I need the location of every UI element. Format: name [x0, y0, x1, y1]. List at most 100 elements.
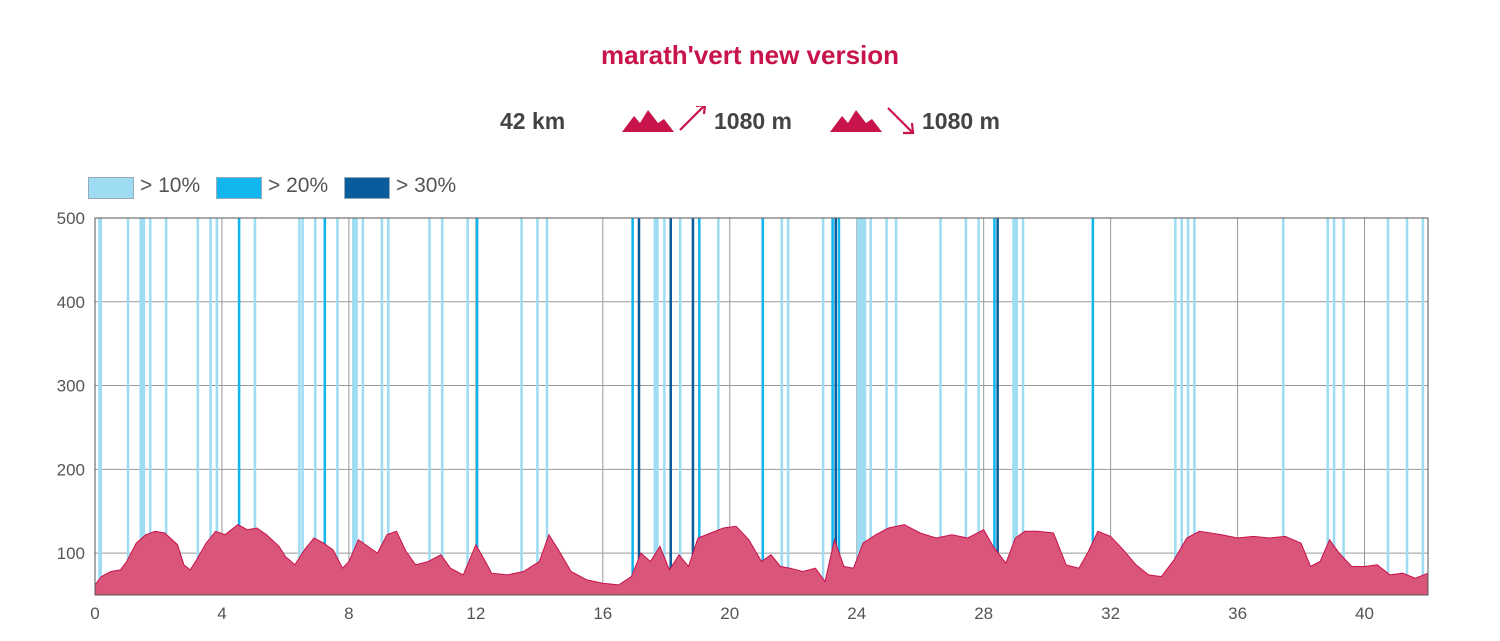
elevation-profile: [94, 524, 1429, 596]
slope-band[interactable]: [964, 218, 968, 595]
x-tick-label: 12: [466, 604, 485, 623]
slope-band[interactable]: [637, 218, 641, 595]
elevation-area[interactable]: [94, 524, 1429, 596]
slope-band[interactable]: [977, 218, 980, 595]
slope-band[interactable]: [545, 218, 549, 595]
slope-band[interactable]: [237, 218, 241, 595]
slope-band[interactable]: [831, 218, 834, 595]
slope-band[interactable]: [761, 218, 765, 595]
slope-band[interactable]: [653, 218, 659, 595]
route-stats: 42 km 1080 m 1080 m: [0, 106, 1500, 140]
slope-band[interactable]: [253, 218, 257, 595]
y-tick-label: 400: [57, 293, 85, 312]
ascent-value: 1080 m: [714, 108, 793, 134]
slope-band[interactable]: [885, 218, 888, 595]
x-tick-label: 28: [974, 604, 993, 623]
slope-band[interactable]: [520, 218, 523, 595]
slope-band[interactable]: [780, 218, 784, 595]
x-tick-label: 36: [1228, 604, 1247, 623]
slope-band[interactable]: [786, 218, 790, 595]
x-tick-label: 20: [720, 604, 739, 623]
slope-band[interactable]: [834, 218, 838, 595]
slope-band[interactable]: [1386, 218, 1390, 595]
legend-swatch-20: [216, 177, 262, 199]
y-tick-label: 300: [57, 377, 85, 396]
y-tick-label: 100: [57, 544, 85, 563]
slope-band[interactable]: [323, 218, 327, 595]
slope-band[interactable]: [691, 218, 695, 595]
slope-band[interactable]: [164, 218, 168, 595]
x-tick-label: 0: [90, 604, 99, 623]
slope-band[interactable]: [1342, 218, 1345, 595]
slope-band[interactable]: [1012, 218, 1018, 595]
slope-band[interactable]: [386, 218, 390, 595]
slope-band[interactable]: [209, 218, 212, 595]
slope-band[interactable]: [475, 218, 479, 595]
slope-band[interactable]: [698, 218, 701, 595]
legend-swatch-30: [344, 177, 390, 199]
slope-band[interactable]: [215, 218, 219, 595]
slope-band[interactable]: [380, 218, 384, 595]
slope-band[interactable]: [1091, 218, 1095, 595]
slope-band[interactable]: [466, 218, 469, 595]
legend-label-20: > 20%: [268, 174, 329, 197]
x-tick-label: 24: [847, 604, 866, 623]
x-tick-label: 8: [344, 604, 353, 623]
x-tick-label: 16: [593, 604, 612, 623]
y-tick-label: 200: [57, 460, 85, 479]
slope-band[interactable]: [336, 218, 339, 595]
slope-band[interactable]: [894, 218, 898, 595]
slope-band[interactable]: [536, 218, 539, 595]
chart-title: marath'vert new version: [600, 40, 900, 70]
slope-band[interactable]: [1405, 218, 1409, 595]
legend-label-30: > 30%: [396, 174, 457, 197]
plot-frame: [94, 217, 1429, 596]
slope-band[interactable]: [428, 218, 431, 595]
slope-band[interactable]: [1332, 218, 1336, 595]
mountain-up-icon: [622, 106, 706, 132]
slope-band[interactable]: [663, 218, 666, 595]
slope-band[interactable]: [837, 218, 841, 595]
slope-band[interactable]: [856, 218, 867, 595]
y-tick-label: 500: [57, 209, 85, 228]
slope-band[interactable]: [139, 218, 146, 595]
slope-band[interactable]: [1174, 218, 1177, 595]
descent-value: 1080 m: [922, 108, 1001, 134]
x-tick-label: 4: [217, 604, 226, 623]
chart-axes: 0 4 8 12 16 20 24 28 32 36 40 100 200 300 400 500: [57, 209, 1429, 623]
slope-band[interactable]: [352, 218, 358, 595]
slope-band[interactable]: [1326, 218, 1329, 595]
slope-band[interactable]: [678, 218, 682, 595]
slope-bands: [98, 218, 1425, 595]
slope-band[interactable]: [1186, 218, 1190, 595]
slope-band[interactable]: [440, 218, 444, 595]
slope-band[interactable]: [993, 218, 996, 595]
slope-band[interactable]: [869, 218, 872, 595]
slope-band[interactable]: [148, 218, 152, 595]
slope-band[interactable]: [313, 218, 317, 595]
slope-band[interactable]: [196, 218, 200, 595]
slope-band[interactable]: [1421, 218, 1425, 595]
slope-band[interactable]: [361, 218, 365, 595]
slope-band[interactable]: [1021, 218, 1025, 595]
slope-band[interactable]: [631, 218, 634, 595]
legend-swatch-10: [88, 177, 134, 199]
distance-value: 42 km: [500, 108, 566, 134]
slope-band[interactable]: [298, 218, 301, 595]
slope-band[interactable]: [126, 218, 130, 595]
slope-band[interactable]: [996, 218, 999, 595]
slope-band[interactable]: [301, 218, 304, 595]
mountain-down-icon: [830, 107, 915, 135]
slope-band[interactable]: [717, 218, 720, 595]
x-tick-label: 40: [1355, 604, 1374, 623]
slope-band[interactable]: [98, 218, 102, 595]
x-tick-label: 32: [1101, 604, 1120, 623]
slope-band[interactable]: [669, 218, 672, 595]
slope-band[interactable]: [939, 218, 942, 595]
slope-band[interactable]: [1180, 218, 1183, 595]
slope-band[interactable]: [1282, 218, 1285, 595]
slope-band[interactable]: [821, 218, 825, 595]
legend-label-10: > 10%: [140, 174, 201, 197]
slope-band[interactable]: [1193, 218, 1196, 595]
